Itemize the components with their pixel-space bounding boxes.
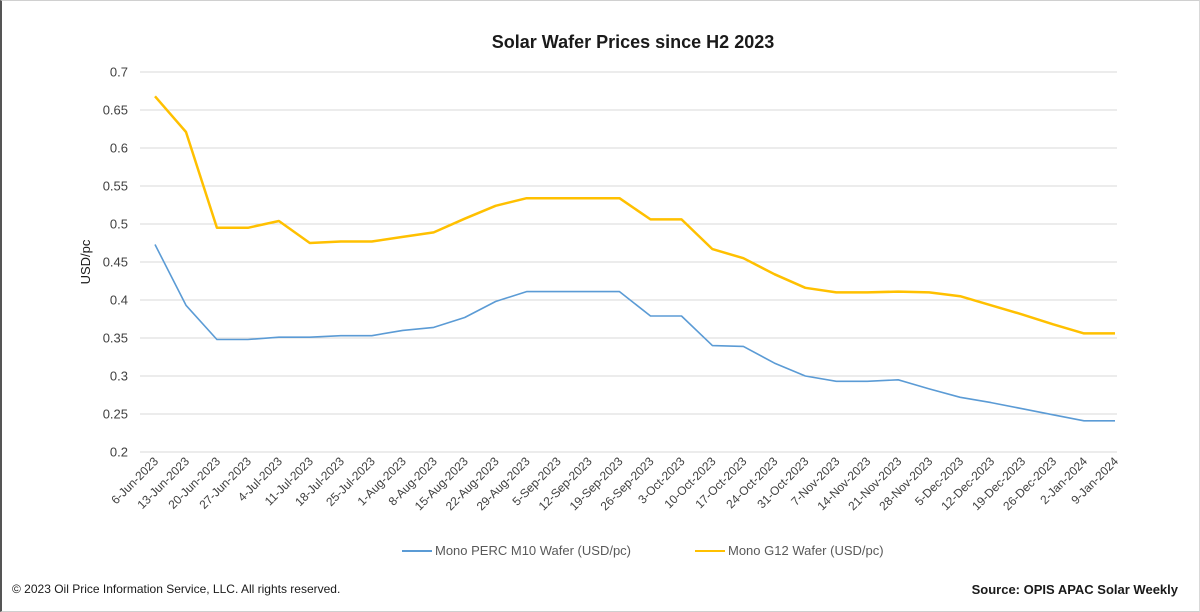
legend-swatch-m10 — [402, 549, 432, 552]
y-tick-label: 0.4 — [110, 293, 128, 308]
legend-swatch-g12 — [695, 549, 725, 552]
gridlines — [140, 71, 1117, 453]
source-note: Source: OPIS APAC Solar Weekly — [971, 582, 1178, 597]
copyright-notice: © 2023 Oil Price Information Service, LL… — [12, 582, 341, 596]
y-tick-label: 0.6 — [110, 141, 128, 156]
x-axis-ticks: 6-Jun-202313-Jun-202320-Jun-202327-Jun-2… — [108, 454, 1121, 513]
y-axis-label: USD/pc — [78, 239, 93, 284]
y-tick-label: 0.3 — [110, 369, 128, 384]
legend-item-m10: Mono PERC M10 Wafer (USD/pc) — [402, 543, 631, 558]
y-tick-label: 0.45 — [103, 255, 128, 270]
y-tick-label: 0.7 — [110, 65, 128, 80]
legend-label-g12: Mono G12 Wafer (USD/pc) — [728, 543, 884, 558]
series-lines — [154, 95, 1116, 422]
legend-item-g12: Mono G12 Wafer (USD/pc) — [695, 543, 884, 558]
y-tick-label: 0.2 — [110, 445, 128, 460]
series-line-mono-g12 — [154, 95, 1115, 335]
y-tick-label: 0.35 — [103, 331, 128, 346]
y-axis-ticks: 0.2 0.25 0.3 0.35 0.4 0.45 0.5 0.55 0.6 0.65 0.7 — [103, 65, 128, 460]
series-line-mono-perc-m10 — [154, 244, 1115, 422]
y-tick-label: 0.25 — [103, 407, 128, 422]
chart-title: Solar Wafer Prices since H2 2023 — [491, 32, 775, 52]
y-tick-label: 0.5 — [110, 217, 128, 232]
y-tick-label: 0.55 — [103, 179, 128, 194]
y-tick-label: 0.65 — [103, 103, 128, 118]
legend-label-m10: Mono PERC M10 Wafer (USD/pc) — [435, 543, 632, 558]
